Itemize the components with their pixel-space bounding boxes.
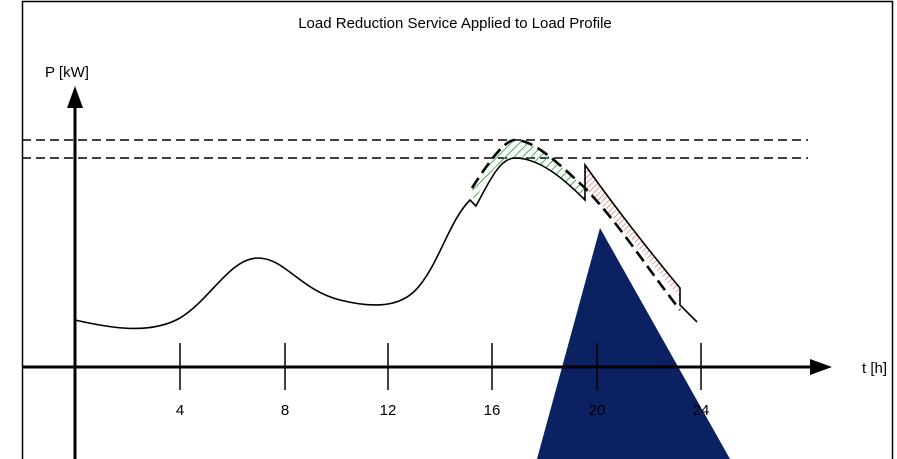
triangle-shape [537, 228, 730, 459]
x-tick-label: 20 [589, 402, 606, 419]
x-tick-label: 12 [380, 402, 397, 419]
y-axis-arrow [67, 86, 83, 108]
x-tick-label: 24 [693, 402, 710, 419]
x-axis-label: t [h] [862, 360, 887, 377]
y-axis-label: P [kW] [45, 64, 89, 81]
reduction-area [472, 140, 585, 205]
x-ticks: 4 8 12 16 20 24 [176, 343, 710, 419]
x-tick-label: 4 [176, 402, 184, 419]
frame [21, 0, 894, 459]
title: Load Reduction Service Applied to Load P… [298, 15, 612, 32]
x-tick-label: 8 [281, 402, 289, 419]
x-tick-label: 16 [484, 402, 501, 419]
reduced-curve [470, 138, 682, 311]
x-axis-arrow [810, 359, 832, 375]
